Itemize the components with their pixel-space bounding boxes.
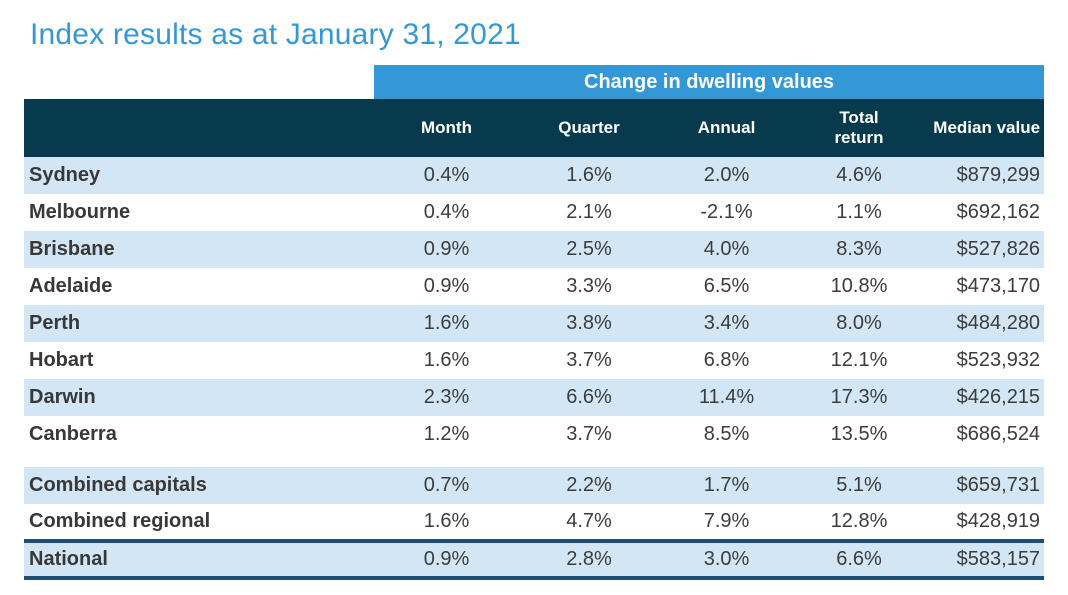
- cell-annual: 3.0%: [659, 539, 794, 580]
- column-header-label: Total return: [834, 108, 884, 147]
- column-header-median-value: Median value: [924, 99, 1045, 157]
- cell-month: 0.7%: [374, 467, 519, 504]
- row-label: Combined regional: [29, 510, 211, 532]
- cell-annual: 11.4%: [659, 379, 794, 416]
- table-row-hobart: Hobart 1.6% 3.7% 6.8% 12.1% $523,932: [24, 342, 1044, 379]
- column-header-month: Month: [374, 99, 519, 157]
- cell-quarter: 4.7%: [566, 510, 612, 532]
- row-label: Melbourne: [29, 201, 131, 223]
- cell-quarter: 2.8%: [519, 539, 659, 580]
- cell-month: 1.2%: [423, 423, 470, 445]
- column-header-total-return: Total return: [794, 99, 924, 157]
- column-header-quarter: Quarter: [519, 99, 659, 157]
- row-label: Hobart: [29, 349, 94, 371]
- cell-month: 0.9%: [374, 539, 519, 580]
- cell-month: 1.6%: [374, 305, 519, 342]
- cell-annual: 6.5%: [703, 275, 750, 297]
- cell-month: 0.9%: [423, 275, 470, 297]
- banner-row: Change in dwelling values: [24, 65, 1045, 99]
- cell-month: 2.3%: [374, 379, 519, 416]
- cell-total-return: 12.1%: [830, 349, 888, 371]
- row-label: National: [24, 539, 374, 580]
- cell-annual: 4.0%: [659, 231, 794, 268]
- cell-median-value: $527,826: [924, 231, 1045, 268]
- cell-month: 0.4%: [374, 157, 519, 194]
- cell-quarter: 3.8%: [519, 305, 659, 342]
- cell-median-value: $484,280: [924, 305, 1045, 342]
- cell-median-value: $692,162: [956, 201, 1041, 223]
- cell-month: 0.9%: [374, 231, 519, 268]
- cell-total-return: 12.8%: [830, 510, 888, 532]
- cell-total-return: 4.6%: [794, 157, 924, 194]
- cell-total-return: 10.8%: [830, 275, 888, 297]
- column-header-label: Median value: [933, 118, 1041, 138]
- column-header-label: Month: [421, 118, 472, 138]
- cell-quarter: 1.6%: [519, 157, 659, 194]
- table-row-brisbane: Brisbane 0.9% 2.5% 4.0% 8.3% $527,826: [24, 231, 1045, 268]
- cell-month: 1.6%: [423, 510, 470, 532]
- table-row-national: National 0.9% 2.8% 3.0% 6.6% $583,157: [24, 539, 1045, 580]
- cell-median-value: $473,170: [956, 275, 1041, 297]
- cell-quarter: 3.7%: [566, 349, 612, 371]
- table-row-melbourne: Melbourne 0.4% 2.1% -2.1% 1.1% $692,162: [24, 194, 1044, 231]
- cell-quarter: 6.6%: [519, 379, 659, 416]
- cell-annual: 3.4%: [659, 305, 794, 342]
- cell-median-value: $686,524: [956, 423, 1041, 445]
- cell-annual: 1.7%: [659, 467, 794, 504]
- cell-quarter: 3.3%: [566, 275, 612, 297]
- cell-annual: 7.9%: [703, 510, 750, 532]
- row-label: Adelaide: [29, 275, 113, 297]
- column-header-annual: Annual: [659, 99, 794, 157]
- table-row-perth: Perth 1.6% 3.8% 3.4% 8.0% $484,280: [24, 305, 1045, 342]
- row-label: Sydney: [24, 157, 374, 194]
- cell-median-value: $426,215: [924, 379, 1045, 416]
- cell-total-return: 8.3%: [794, 231, 924, 268]
- cell-total-return: 8.0%: [794, 305, 924, 342]
- cell-total-return: 17.3%: [794, 379, 924, 416]
- cell-median-value: $583,157: [924, 539, 1045, 580]
- cell-median-value: $523,932: [956, 349, 1041, 371]
- cell-quarter: 3.7%: [566, 423, 612, 445]
- cell-annual: -2.1%: [700, 201, 753, 223]
- cell-median-value: $428,919: [956, 510, 1041, 532]
- table-body: Sydney 0.4% 1.6% 2.0% 4.6% $879,299 Melbourne 0…: [24, 157, 1045, 580]
- column-header-label: Quarter: [558, 118, 620, 138]
- cell-total-return: 1.1%: [836, 201, 882, 223]
- section-gap-cell: [24, 453, 1045, 467]
- cell-median-value: $879,299: [924, 157, 1045, 194]
- cell-annual: 6.8%: [703, 349, 750, 371]
- cell-total-return: 13.5%: [830, 423, 888, 445]
- row-label: Brisbane: [24, 231, 374, 268]
- cell-total-return: 5.1%: [794, 467, 924, 504]
- cell-month: 1.6%: [423, 349, 470, 371]
- banner-gap: [24, 65, 374, 99]
- page-title: Index results as at January 31, 2021: [30, 18, 521, 51]
- cell-quarter: 2.5%: [519, 231, 659, 268]
- cell-quarter: 2.1%: [566, 201, 612, 223]
- cell-median-value: $659,731: [924, 467, 1045, 504]
- cell-annual: 2.0%: [659, 157, 794, 194]
- table-row-sydney: Sydney 0.4% 1.6% 2.0% 4.6% $879,299: [24, 157, 1045, 194]
- table-row-canberra: Canberra 1.2% 3.7% 8.5% 13.5% $686,524: [24, 416, 1044, 453]
- table-row-darwin: Darwin 2.3% 6.6% 11.4% 17.3% $426,215: [24, 379, 1045, 416]
- table-row-adelaide: Adelaide 0.9% 3.3% 6.5% 10.8% $473,170: [24, 268, 1044, 305]
- row-label: Perth: [24, 305, 374, 342]
- cell-month: 0.4%: [423, 201, 470, 223]
- column-header-label: Annual: [697, 118, 756, 138]
- cell-annual: 8.5%: [703, 423, 750, 445]
- cell-total-return: 6.6%: [794, 539, 924, 580]
- row-label: Combined capitals: [24, 467, 374, 504]
- column-header-row: Month Quarter Annual Total return Median…: [24, 99, 1045, 157]
- row-label: Canberra: [29, 423, 117, 445]
- table-row-combined-regional: Combined regional 1.6% 4.7% 7.9% 12.8% $428,9…: [24, 504, 1044, 541]
- dwelling-values-table: Change in dwelling values Month Quarter …: [24, 65, 1045, 580]
- change-in-dwelling-values-banner: Change in dwelling values: [374, 65, 1045, 99]
- cell-quarter: 2.2%: [519, 467, 659, 504]
- table-row-combined-capitals: Combined capitals 0.7% 2.2% 1.7% 5.1% $659,73…: [24, 467, 1045, 504]
- column-header-region: [24, 99, 374, 157]
- section-gap: [24, 453, 1045, 467]
- row-label: Darwin: [24, 379, 374, 416]
